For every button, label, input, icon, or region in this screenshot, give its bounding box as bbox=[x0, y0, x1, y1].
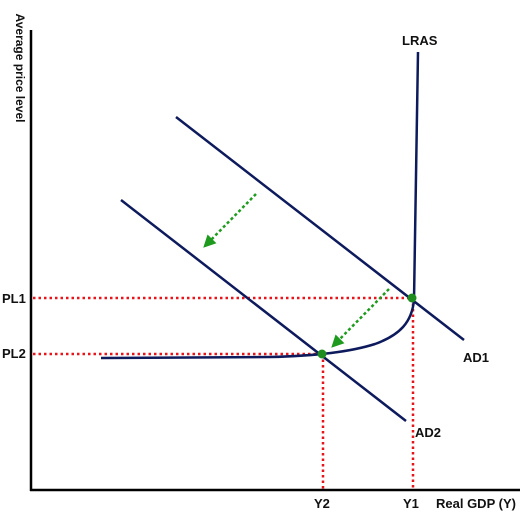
equilibrium-point-1 bbox=[407, 293, 417, 303]
shift-arrow-upper bbox=[203, 193, 257, 248]
lras-curve bbox=[100, 51, 420, 360]
lras-label: LRAS bbox=[402, 33, 438, 48]
equilibrium-point-2 bbox=[317, 349, 327, 359]
ad1-label: AD1 bbox=[463, 350, 489, 365]
y2-label: Y2 bbox=[314, 496, 330, 511]
pl1-label: PL1 bbox=[2, 291, 26, 306]
ad2-curve bbox=[120, 199, 407, 422]
y1-label: Y1 bbox=[403, 496, 419, 511]
pl2-label: PL2 bbox=[2, 346, 26, 361]
x-axis-label: Real GDP (Y) bbox=[436, 496, 516, 511]
y-axis-label: Average price level bbox=[13, 14, 27, 123]
ad2-label: AD2 bbox=[415, 425, 441, 440]
ad1-curve bbox=[175, 116, 465, 341]
shift-arrow-lower bbox=[331, 288, 390, 348]
